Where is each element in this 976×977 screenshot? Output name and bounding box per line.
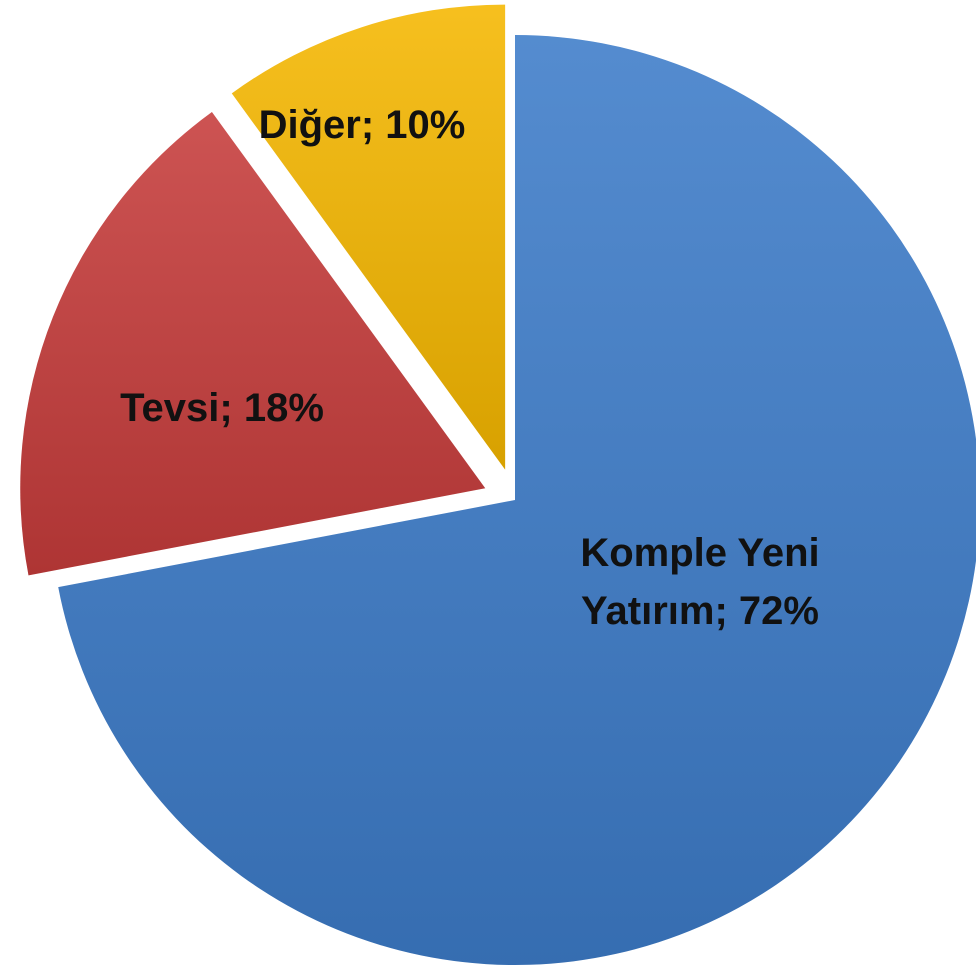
slice-shade	[231, 4, 506, 470]
slice-shade	[20, 112, 486, 576]
slice-label: Tevsi; 18%	[120, 386, 324, 430]
slice-shade	[58, 35, 976, 965]
slice-label: Diğer; 10%	[258, 103, 466, 147]
slice-label: Komple Yeni Yatırım; 72%	[580, 531, 820, 633]
